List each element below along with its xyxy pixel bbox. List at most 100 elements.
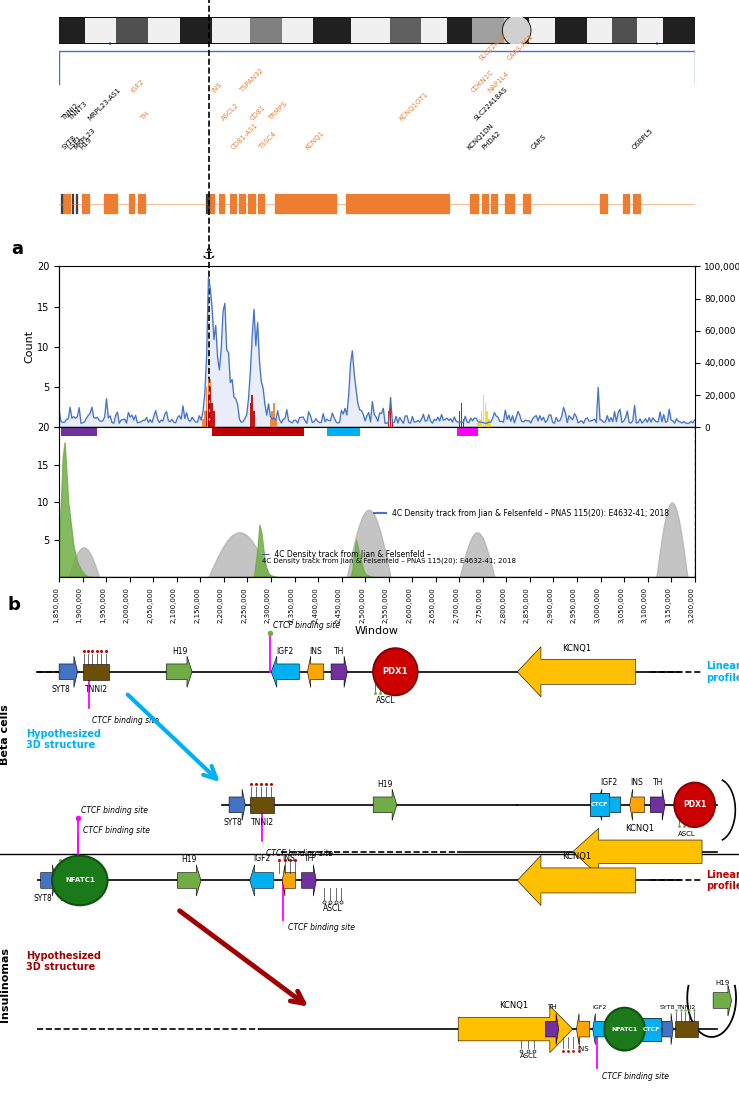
Text: KCNQ1: KCNQ1 [562,644,591,653]
Text: INS: INS [282,854,296,862]
FancyBboxPatch shape [590,794,609,816]
Bar [212,427,304,436]
FancyArrow shape [517,647,636,697]
Text: TSSC4: TSSC4 [258,131,278,151]
Bar [389,403,391,427]
Text: ASCL: ASCL [520,1052,537,1059]
Text: LSP1: LSP1 [67,134,83,151]
Text: KCNQ1: KCNQ1 [624,824,654,832]
Y-axis label: Count: Count [24,331,34,363]
FancyArrow shape [282,865,296,896]
Bar [517,18,529,43]
Text: H19: H19 [182,855,197,865]
Ellipse shape [503,16,531,46]
Text: CTCF binding site: CTCF binding site [602,1072,670,1081]
Bar [210,379,211,387]
Text: ASCL: ASCL [323,904,342,912]
FancyArrow shape [271,656,299,687]
Text: SYT8: SYT8 [223,818,242,827]
Text: IGF2: IGF2 [130,78,145,93]
Text: PDX1: PDX1 [383,667,408,676]
FancyArrow shape [331,656,347,687]
Text: INS: INS [577,1046,589,1052]
Bar [63,194,71,214]
Bar [104,194,118,214]
Bar [504,18,517,43]
Bar [457,427,478,436]
Text: Linear
profile: Linear profile [706,660,739,683]
Bar [206,194,210,214]
Text: TNNT3: TNNT3 [67,101,88,122]
Text: IGF2: IGF2 [600,778,618,787]
Bar [282,18,313,43]
Text: Linear
profile: Linear profile [706,869,739,891]
Bar [270,420,271,427]
Text: CTCF binding site: CTCF binding site [81,806,149,815]
Bar [210,387,211,427]
Text: H19: H19 [79,137,93,151]
Text: INS: INS [309,646,322,656]
Bar [447,18,472,43]
Text: IGF2: IGF2 [592,1006,607,1010]
Bar [250,403,251,427]
Bar [490,423,491,427]
Bar [138,194,146,214]
Bar [327,427,361,436]
Ellipse shape [373,648,418,695]
Text: TNNI2: TNNI2 [677,1006,696,1010]
Text: TH: TH [334,646,344,656]
Bar [208,379,209,395]
Text: TNNI2: TNNI2 [84,685,108,694]
Bar [599,194,607,214]
Text: SYT8: SYT8 [33,895,52,904]
FancyArrow shape [373,789,397,820]
Text: CTCF binding site: CTCF binding site [92,716,160,725]
Text: PDX1: PDX1 [683,800,706,809]
FancyArrow shape [650,789,665,820]
FancyBboxPatch shape [641,1018,661,1040]
Text: H19: H19 [378,779,392,788]
Text: PHDA2: PHDA2 [481,130,502,151]
Bar [623,194,630,214]
Bar [491,194,498,214]
Bar [421,18,447,43]
FancyArrow shape [597,789,621,820]
Ellipse shape [675,783,715,827]
Text: Insulinomas: Insulinomas [0,947,10,1022]
Text: CD81: CD81 [249,104,267,122]
Text: INS: INS [211,81,223,93]
FancyBboxPatch shape [83,664,109,679]
Bar [275,420,276,427]
Text: IGF2: IGF2 [253,854,270,862]
Bar [72,194,74,214]
Text: KCNQ1: KCNQ1 [499,1001,528,1010]
Bar [213,411,214,427]
Legend: 4C Density track from Jian & Felsenfeld – PNAS 115(20): E4632-41; 2018: 4C Density track from Jian & Felsenfeld … [371,506,672,521]
Text: Hypothesized
3D structure: Hypothesized 3D structure [26,950,101,972]
Bar [258,194,265,214]
Ellipse shape [52,856,108,906]
FancyArrow shape [302,865,316,896]
Text: TNNI2: TNNI2 [58,895,82,904]
Text: NFATC1: NFATC1 [611,1027,638,1031]
Bar [204,411,205,427]
Bar [347,194,450,214]
FancyArrow shape [229,789,245,820]
Bar [461,403,463,427]
Bar [82,194,89,214]
Text: CTCF binding site: CTCF binding site [266,849,333,858]
FancyArrow shape [630,789,644,820]
Bar [253,411,255,427]
Text: 4C Density track from Jian & Felsenfeld – PNAS 115(20): E4632-41; 2018: 4C Density track from Jian & Felsenfeld … [262,557,517,564]
Text: KCNQ1OT1: KCNQ1OT1 [398,91,429,122]
Text: NFATC1: NFATC1 [65,877,95,884]
Text: ASCL: ASCL [678,831,696,837]
Bar [129,194,135,214]
Bar [352,18,389,43]
Text: CTCF: CTCF [590,803,608,807]
Text: H19: H19 [172,646,187,656]
Bar [275,194,337,214]
Text: KCNQ1DN: KCNQ1DN [466,122,494,151]
Bar [486,411,488,427]
Text: IGF2: IGF2 [276,646,294,656]
